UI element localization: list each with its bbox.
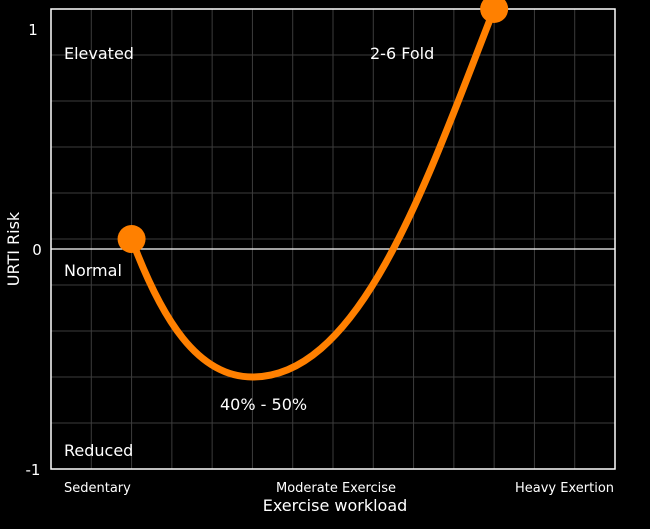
series-curve [128, 5, 498, 381]
annotation-normal: Normal [64, 261, 122, 280]
y-axis-label: URTI Risk [4, 211, 23, 286]
annotation-fold: 2-6 Fold [370, 44, 434, 63]
data-point-end [480, 0, 509, 23]
annotation-elevated: Elevated [64, 44, 134, 63]
annotation-minimum: 40% - 50% [220, 395, 307, 414]
plot-frame [50, 8, 616, 470]
y-tick-1: 1 [28, 21, 38, 39]
annotation-reduced: Reduced [64, 441, 133, 460]
x-category-moderate: Moderate Exercise [276, 481, 396, 496]
data-point-start [117, 225, 146, 253]
x-category-sedentary: Sedentary [64, 481, 131, 496]
grid [51, 9, 615, 469]
x-category-heavy: Heavy Exertion [515, 481, 614, 496]
y-tick-0: 0 [32, 241, 42, 259]
y-tick-neg1: -1 [26, 461, 41, 479]
x-axis-label: Exercise workload [263, 496, 408, 515]
